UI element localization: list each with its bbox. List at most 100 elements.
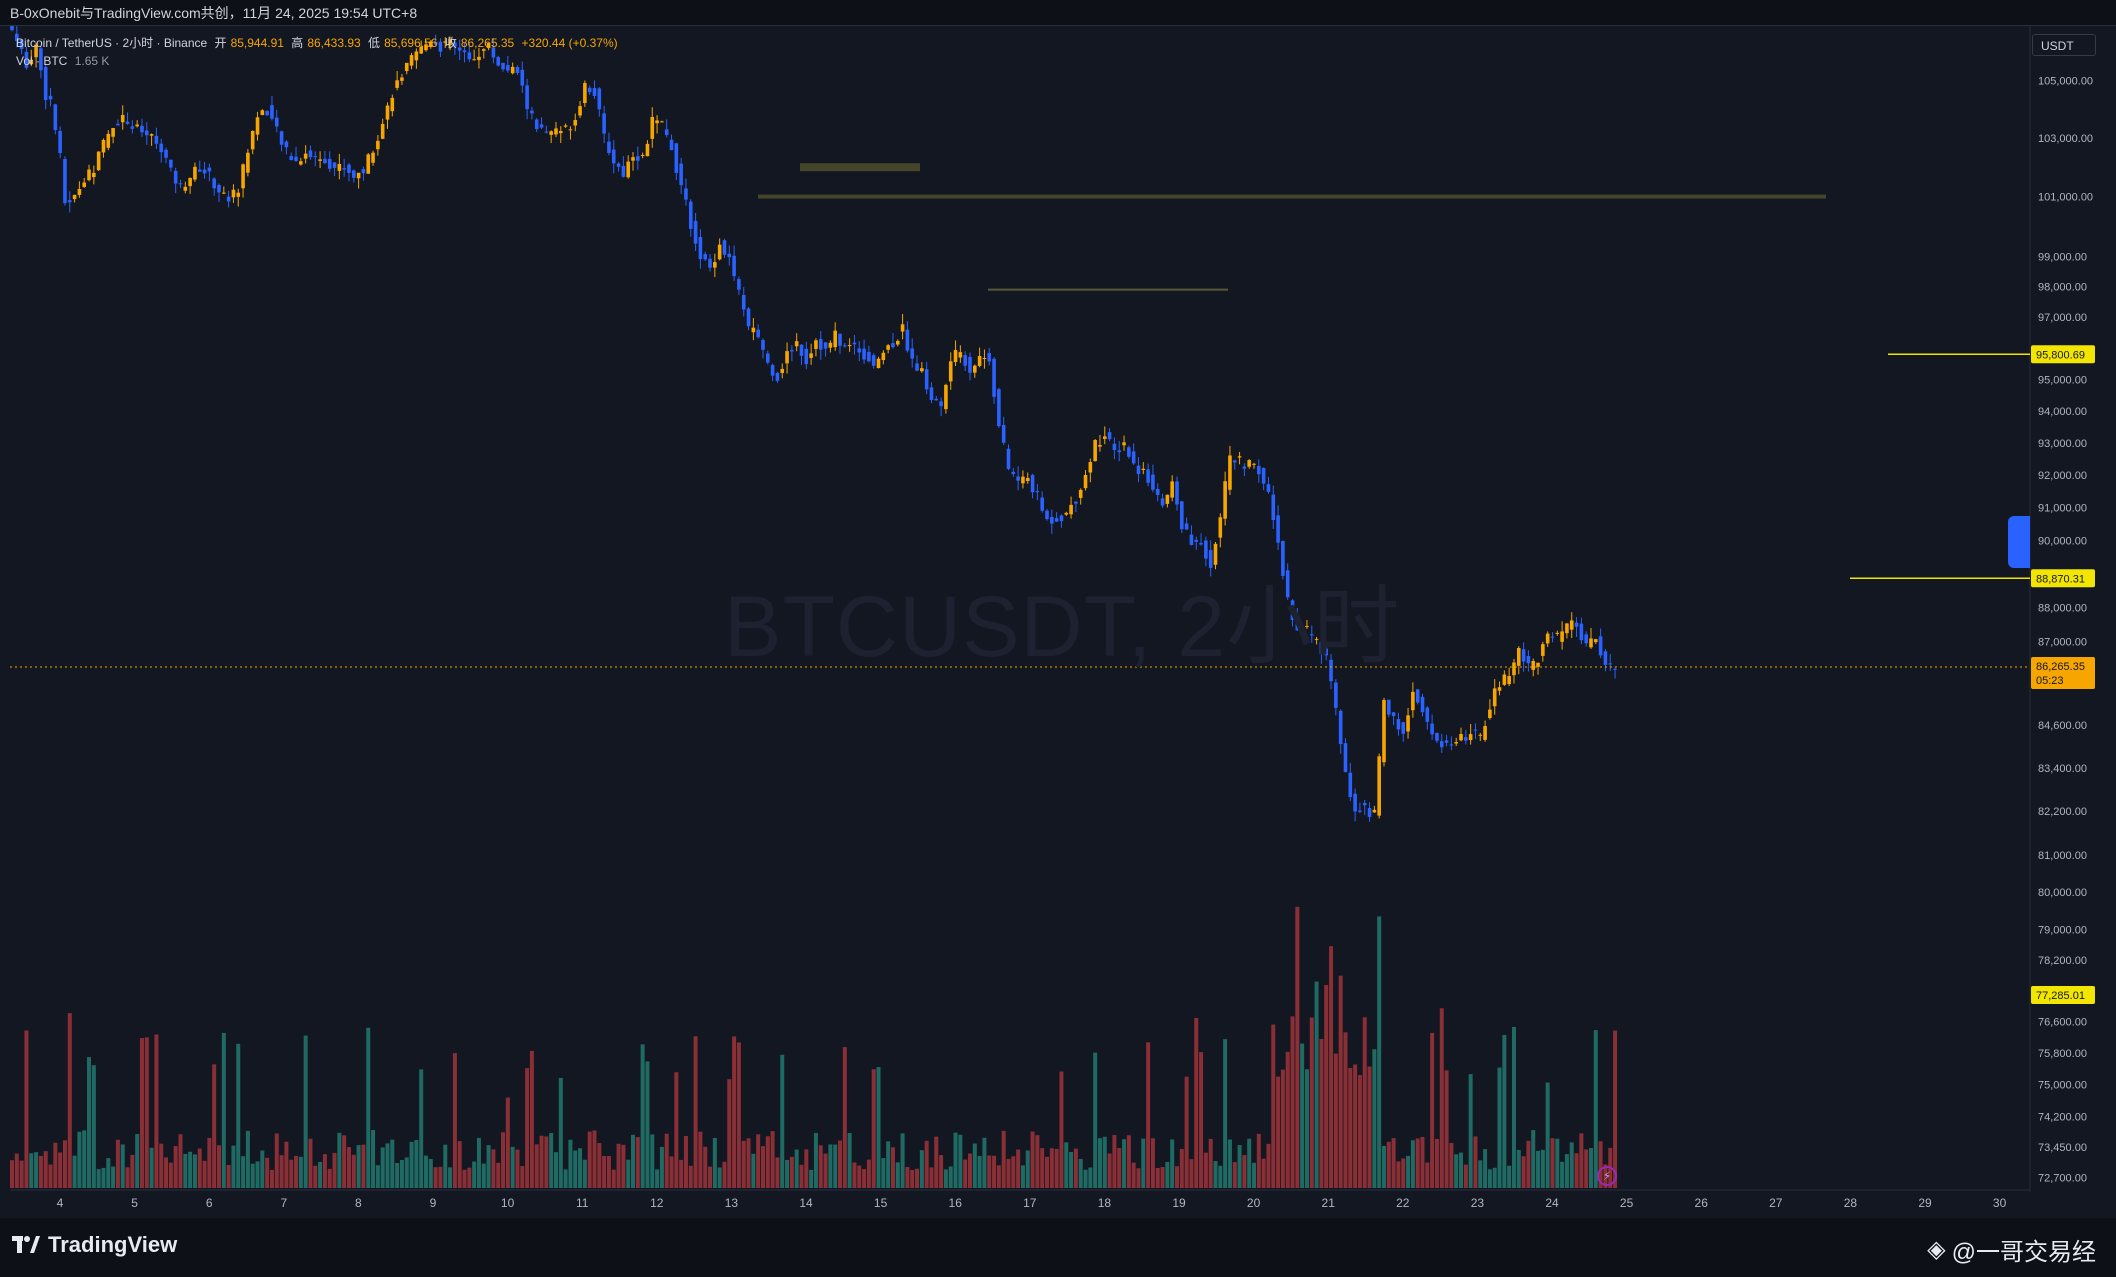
volume-bar [1213, 1161, 1218, 1188]
volume-bar [698, 1131, 703, 1188]
volume-bar [1011, 1156, 1016, 1188]
price-tick-label: 80,000.00 [2038, 887, 2087, 899]
candle-body [554, 128, 558, 135]
currency-selector[interactable]: USDT [2032, 34, 2096, 56]
volume-bar [390, 1139, 395, 1188]
volume-bar [977, 1155, 982, 1188]
volume-bar [1319, 1038, 1324, 1188]
candle-body [626, 161, 630, 178]
volume-bar [1073, 1148, 1078, 1188]
candle-body [1411, 691, 1415, 711]
volume-bar [1035, 1135, 1040, 1188]
volume-bar [1536, 1150, 1541, 1188]
candle-body [799, 344, 804, 356]
candle-body [197, 169, 202, 172]
volume-bar [1324, 984, 1329, 1188]
high-label: 高 [291, 36, 304, 50]
candle-body [660, 121, 664, 123]
volume-bar [1054, 1148, 1059, 1188]
volume-bar [1420, 1136, 1425, 1188]
volume-bar [19, 1160, 24, 1188]
candle-body [1213, 543, 1218, 565]
candle-body [1204, 540, 1208, 559]
volume-bar [197, 1148, 202, 1188]
time-tick-label: 13 [725, 1196, 739, 1210]
candle-body [400, 77, 404, 81]
volume-bar [231, 1145, 236, 1188]
volume-bar [1165, 1161, 1170, 1188]
price-marker-badge[interactable] [2031, 569, 2095, 588]
volume-bar [1483, 1149, 1488, 1188]
candle-body [443, 41, 448, 43]
volume-bar [380, 1147, 385, 1188]
candle-body [1266, 484, 1271, 492]
volume-bar [520, 1166, 525, 1188]
volume-bar [1550, 1138, 1555, 1188]
candle-body [231, 189, 236, 198]
candle-body [313, 156, 318, 158]
candle-body [361, 169, 366, 174]
resistance-zone[interactable] [800, 163, 920, 172]
candle-body [1584, 634, 1588, 644]
price-marker-badge[interactable] [2031, 986, 2095, 1005]
volume-bar [823, 1153, 828, 1188]
lightning-icon[interactable]: ⚡ [1597, 1166, 1617, 1186]
candle-body [631, 157, 635, 161]
low-value: 85,696.56 [384, 36, 438, 50]
candle-body [1021, 476, 1025, 484]
volume-bar [722, 1161, 727, 1188]
volume-bar [1434, 1138, 1439, 1188]
candle-body [563, 125, 568, 127]
volume-bar [1184, 1076, 1189, 1188]
candle-body [1521, 649, 1526, 662]
time-axis[interactable]: 4 5 6 7 8 9 10 11 12 13 14 15 16 17 18 19 20 21 22 23 24 25 26… [10, 1189, 2030, 1210]
volume-bar [890, 1147, 895, 1188]
volume-bar [693, 1036, 698, 1188]
candle-body [592, 88, 597, 96]
volume-bar [626, 1159, 631, 1188]
volume-bar [785, 1160, 790, 1188]
tradingview-logo[interactable]: TradingView [12, 1232, 177, 1258]
candle-body [462, 50, 467, 53]
chart-header: B-0xOnebit与TradingView.com共创，11月 24, 202… [0, 0, 2116, 26]
candle-body [684, 188, 688, 200]
volume-bar [265, 1157, 270, 1188]
floating-badge[interactable] [2008, 516, 2030, 568]
candle-body [433, 41, 438, 45]
volume-label[interactable]: Vol · BTC [16, 54, 68, 68]
volume-bar [712, 1137, 717, 1188]
candle-body [1353, 793, 1357, 812]
candle-body [640, 155, 645, 157]
candle-body [1444, 740, 1449, 743]
candle-body [1338, 710, 1343, 745]
candle-body [1319, 641, 1324, 654]
volume-bar [144, 1037, 149, 1188]
resistance-line[interactable] [758, 194, 1826, 199]
candle-body [1112, 443, 1117, 451]
candle-body [92, 172, 96, 178]
volume-bar [809, 1169, 814, 1188]
volume-bar [1338, 975, 1343, 1188]
volume-bar [1598, 1141, 1603, 1188]
candle-body [1507, 676, 1511, 685]
candle-body [1054, 518, 1059, 522]
candlestick-chart[interactable]: 105,000.00 103,000.00 101,000.00 99,000.00 9… [0, 26, 2116, 1218]
price-tick-label: 95,000.00 [2038, 374, 2087, 386]
volume-bar [1425, 1162, 1430, 1188]
candle-body [578, 106, 582, 116]
volume-bar [1290, 1016, 1295, 1188]
candle-body [583, 83, 587, 104]
symbol-name[interactable]: Bitcoin / TetherUS · 2小时 · Binance [16, 36, 208, 50]
volume-bar [404, 1157, 409, 1188]
volume-bar [1444, 1070, 1449, 1188]
volume-bar [838, 1140, 843, 1188]
volume-bar [1377, 916, 1382, 1188]
volume-bar [525, 1068, 530, 1188]
candle-body [838, 333, 842, 346]
last-price-badge[interactable] [2031, 657, 2095, 690]
author-name: @一哥交易经 [1951, 1239, 2096, 1266]
price-axis[interactable]: 105,000.00 103,000.00 101,000.00 99,000.00 9… [10, 26, 2116, 1192]
price-marker-badge[interactable] [2031, 345, 2095, 364]
volume-bar [789, 1156, 794, 1188]
volume-bar [409, 1141, 414, 1188]
